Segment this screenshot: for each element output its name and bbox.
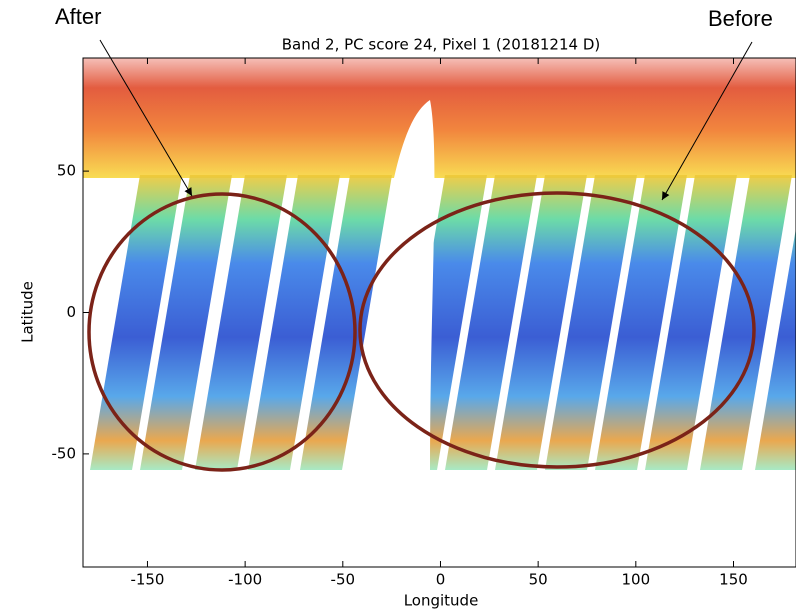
swath [545, 175, 637, 470]
highlight-ellipse [87, 192, 357, 472]
annotation: Before [708, 6, 773, 31]
swath [140, 175, 232, 470]
swath [445, 175, 537, 470]
annotation: After [55, 4, 101, 29]
swath [90, 175, 182, 470]
swath [248, 175, 340, 470]
data-gap [360, 100, 435, 470]
x-tick-label: 150 [719, 571, 748, 589]
swath [195, 175, 287, 470]
y-axis-label: Latitude [19, 281, 37, 343]
x-tick-label: -150 [130, 571, 164, 589]
swath [700, 175, 792, 470]
swath [755, 228, 796, 470]
swath [300, 175, 392, 470]
y-tick-label: -50 [52, 444, 77, 462]
swath [495, 175, 587, 470]
arrow [99, 39, 193, 197]
y-tick-label: 50 [57, 162, 76, 180]
swath-image [83, 58, 796, 470]
x-tick-label: -100 [228, 571, 262, 589]
x-tick-label: -50 [331, 571, 356, 589]
highlight-ellipse [358, 191, 756, 469]
x-tick-label: 50 [529, 571, 548, 589]
chart-title: Band 2, PC score 24, Pixel 1 (20181214 D… [282, 36, 601, 54]
y-tick-label: 0 [66, 303, 76, 321]
arrow [661, 41, 753, 201]
swath [595, 175, 687, 470]
x-tick-label: 100 [621, 571, 650, 589]
x-tick-label: 0 [436, 571, 446, 589]
x-axis-label: Longitude [404, 592, 479, 610]
